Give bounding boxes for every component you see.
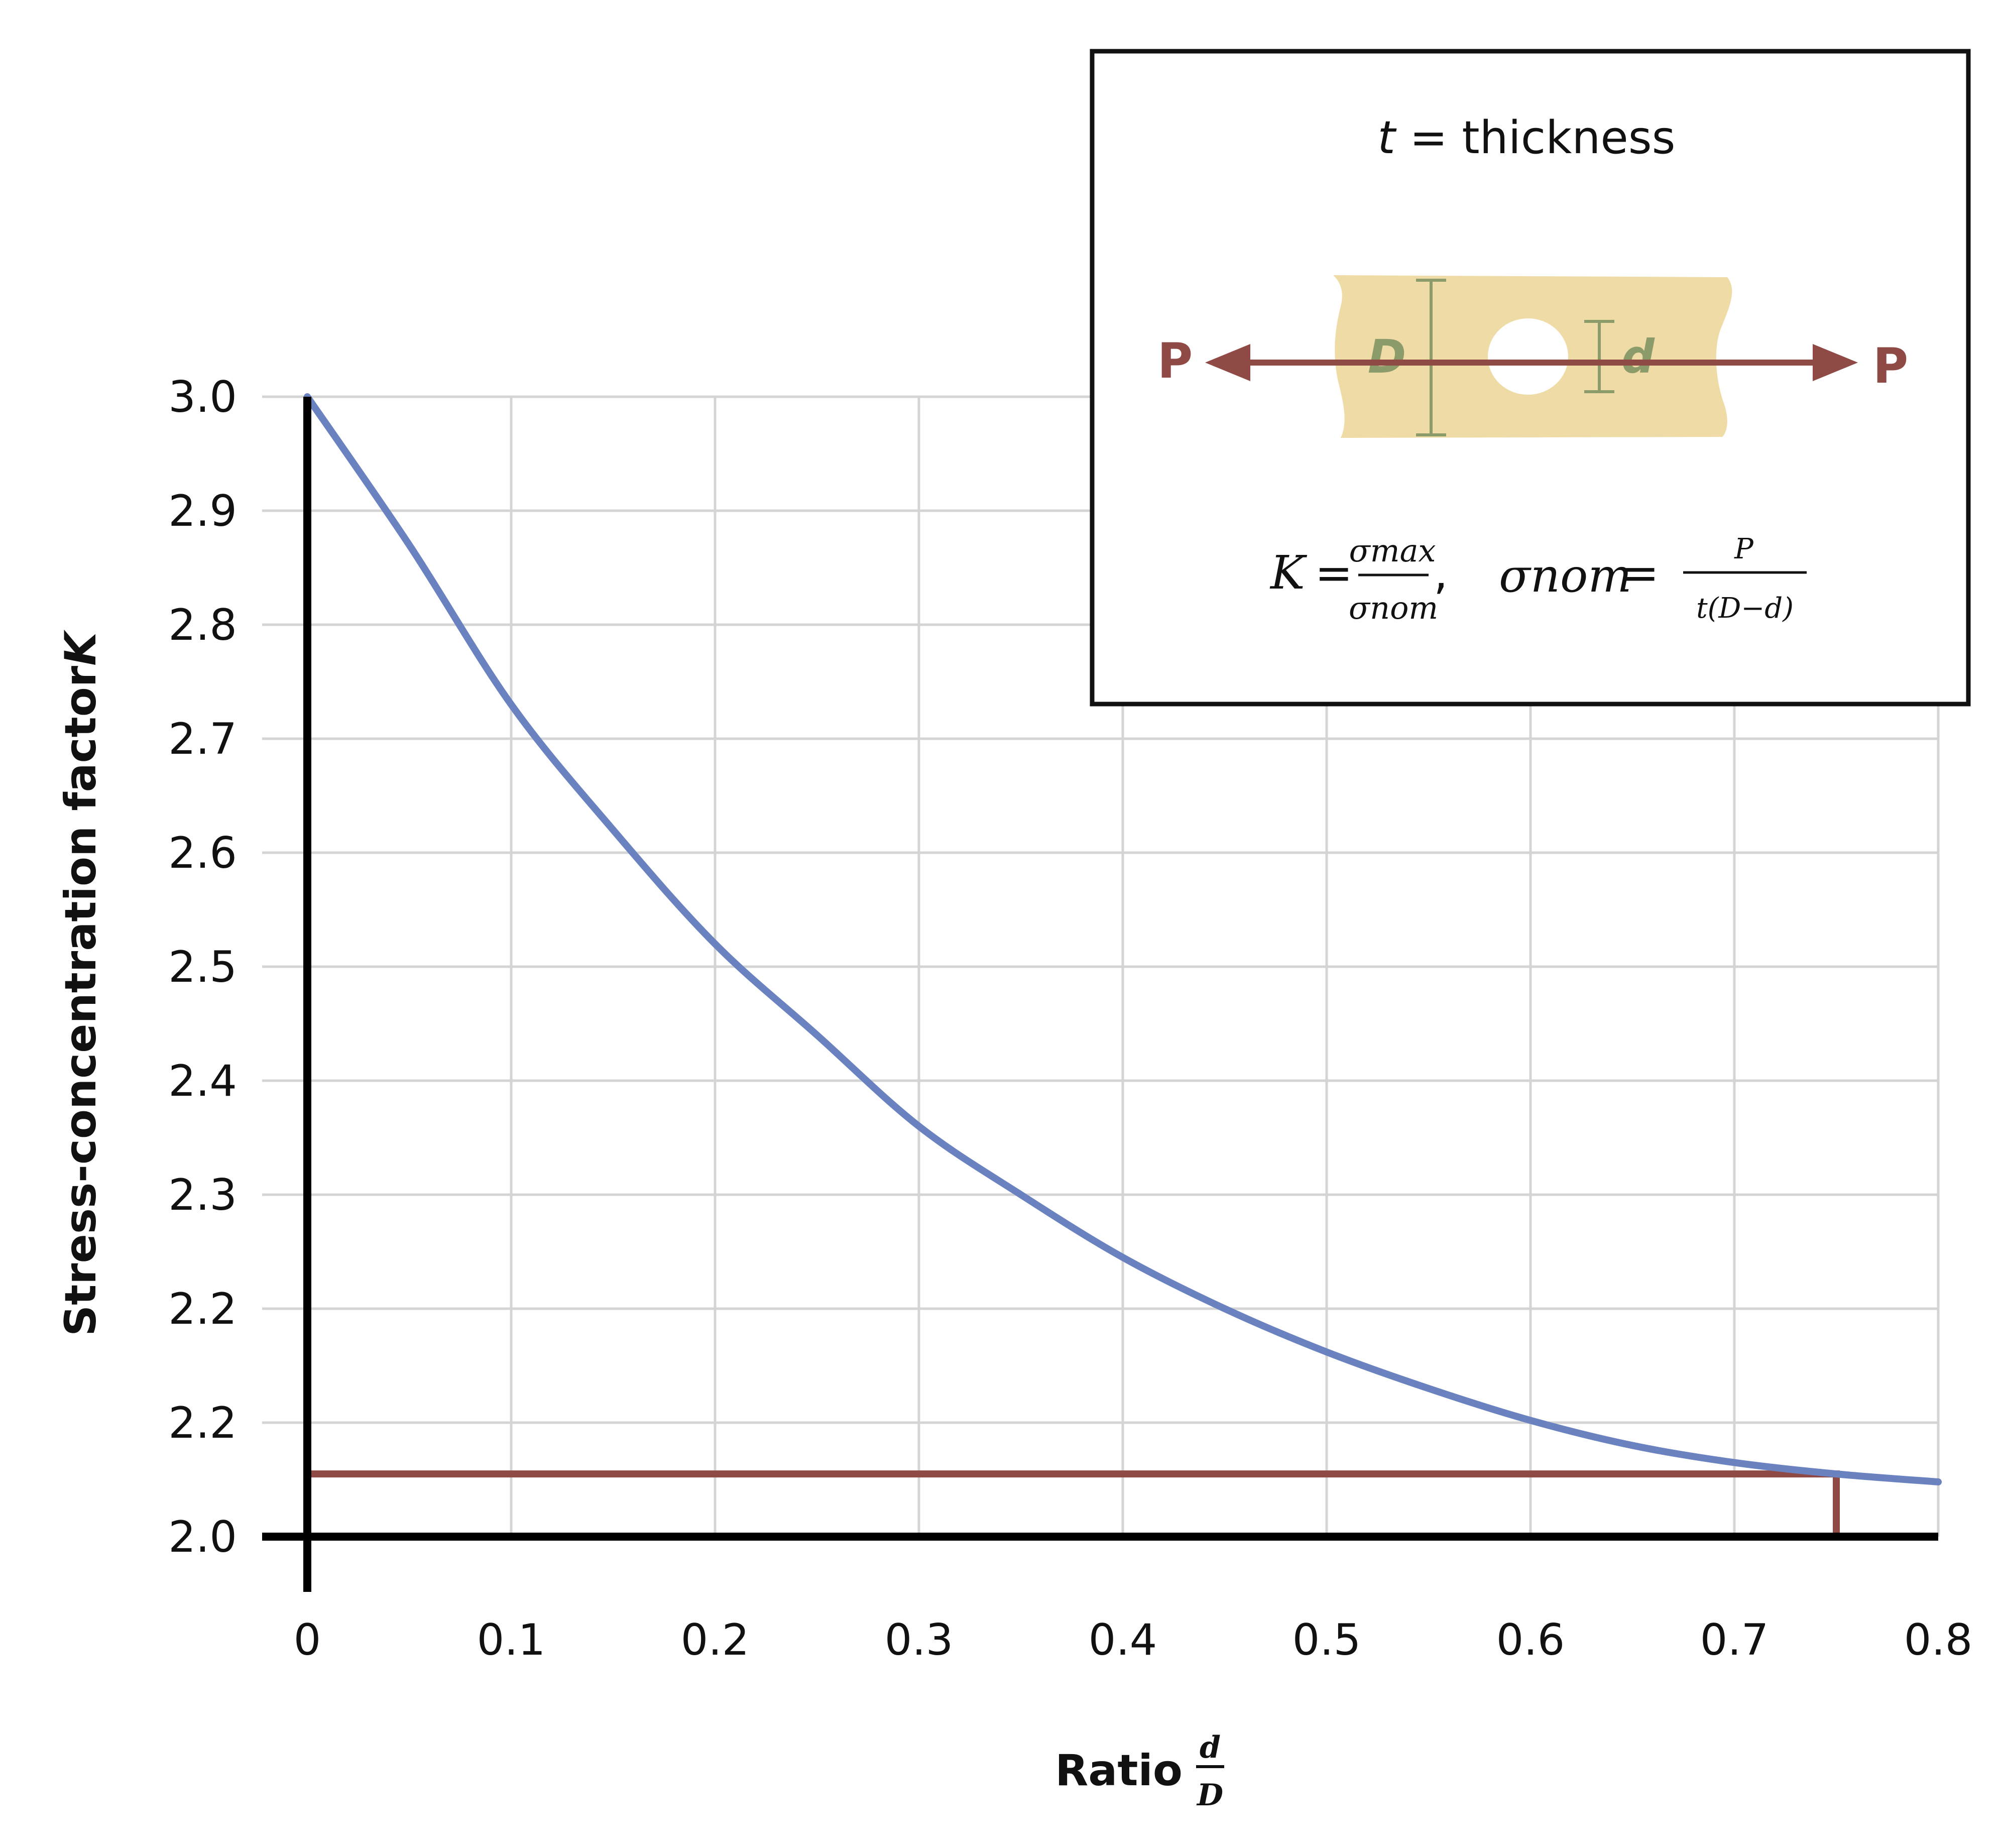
axes bbox=[262, 397, 1938, 1592]
x-tick-label: 0.1 bbox=[477, 1615, 546, 1665]
formula-sigma-max: σmax bbox=[1349, 532, 1436, 569]
y-tick-label: 2.6 bbox=[168, 828, 237, 878]
y-tick-label: 2.2 bbox=[168, 1284, 237, 1334]
x-axis-fraction-numerator: d bbox=[1200, 1730, 1221, 1765]
formula-eq2: = bbox=[1607, 547, 1674, 600]
load-label-right: P bbox=[1873, 338, 1908, 394]
formula-sep: , bbox=[1434, 547, 1462, 600]
annotation-line bbox=[307, 1470, 1840, 1537]
y-tick-label: 2.9 bbox=[168, 486, 237, 536]
y-axis-title-text: Stress-concentration factor bbox=[56, 665, 106, 1336]
x-tick-label: 0.5 bbox=[1292, 1615, 1361, 1665]
x-axis-fraction-denominator: D bbox=[1196, 1778, 1223, 1813]
formula-eq1: = bbox=[1301, 547, 1367, 600]
y-tick-labels: 2.0 2.2 2.2 2.3 2.4 2.5 2.6 2.7 2.8 2.9 3.0 bbox=[168, 372, 237, 1562]
x-axis-title-text: Ratio bbox=[1055, 1746, 1183, 1796]
y-tick-label: 2.8 bbox=[168, 600, 237, 650]
formula-denominator: t(D−d) bbox=[1696, 592, 1794, 625]
y-axis-title: Stress-concentration factorK bbox=[56, 630, 106, 1336]
y-tick-label: 2.7 bbox=[168, 714, 237, 764]
arrow-head-right bbox=[1813, 344, 1858, 381]
formula-sigma-nom-lhs: σnom bbox=[1499, 549, 1632, 603]
thickness-label: t = thickness bbox=[1377, 111, 1675, 164]
thickness-text: = thickness bbox=[1395, 111, 1676, 164]
x-tick-label: 0.3 bbox=[885, 1615, 954, 1665]
formula-numerator: P bbox=[1734, 533, 1754, 565]
x-tick-label: 0.6 bbox=[1496, 1615, 1565, 1665]
load-arrow bbox=[1205, 344, 1858, 381]
hole-dimension bbox=[1584, 320, 1614, 393]
series bbox=[304, 393, 1942, 1486]
y-tick-label: 3.0 bbox=[168, 372, 237, 422]
y-tick-label: 2.5 bbox=[168, 942, 237, 992]
y-tick-label: 2.0 bbox=[168, 1512, 237, 1562]
x-tick-label: 0.2 bbox=[681, 1615, 750, 1665]
load-label-left: P bbox=[1157, 333, 1193, 389]
x-tick-labels: 0 0.1 0.2 0.3 0.4 0.5 0.6 0.7 0.8 bbox=[294, 1615, 1973, 1665]
annotation-lines bbox=[307, 1470, 1840, 1537]
formula: K = σmax σnom , σnom = P t(D−d) bbox=[1269, 532, 1807, 626]
formula-K: K bbox=[1269, 546, 1308, 600]
plate-hole bbox=[1488, 318, 1568, 395]
thickness-var: t bbox=[1377, 111, 1397, 164]
width-label: D bbox=[1368, 330, 1406, 384]
y-tick-label: 2.2 bbox=[168, 1398, 237, 1448]
arrow-head-left bbox=[1205, 344, 1250, 381]
hole-label: d bbox=[1621, 330, 1655, 384]
x-tick-label: 0.8 bbox=[1904, 1615, 1973, 1665]
y-tick-label: 2.4 bbox=[168, 1056, 237, 1106]
series-line-K bbox=[304, 393, 1942, 1486]
formula-sigma-nom: σnom bbox=[1349, 590, 1438, 626]
width-dimension bbox=[1416, 279, 1446, 436]
legend-box: t = thickness D d P P K = bbox=[1090, 49, 1971, 707]
x-tick-label: 0 bbox=[294, 1615, 321, 1665]
x-tick-label: 0.7 bbox=[1700, 1615, 1769, 1665]
y-axis-title-symbol: K bbox=[56, 630, 106, 666]
x-tick-label: 0.4 bbox=[1089, 1615, 1157, 1665]
y-tick-label: 2.3 bbox=[168, 1170, 237, 1220]
x-axis-title: Ratio d D bbox=[1055, 1730, 1224, 1813]
